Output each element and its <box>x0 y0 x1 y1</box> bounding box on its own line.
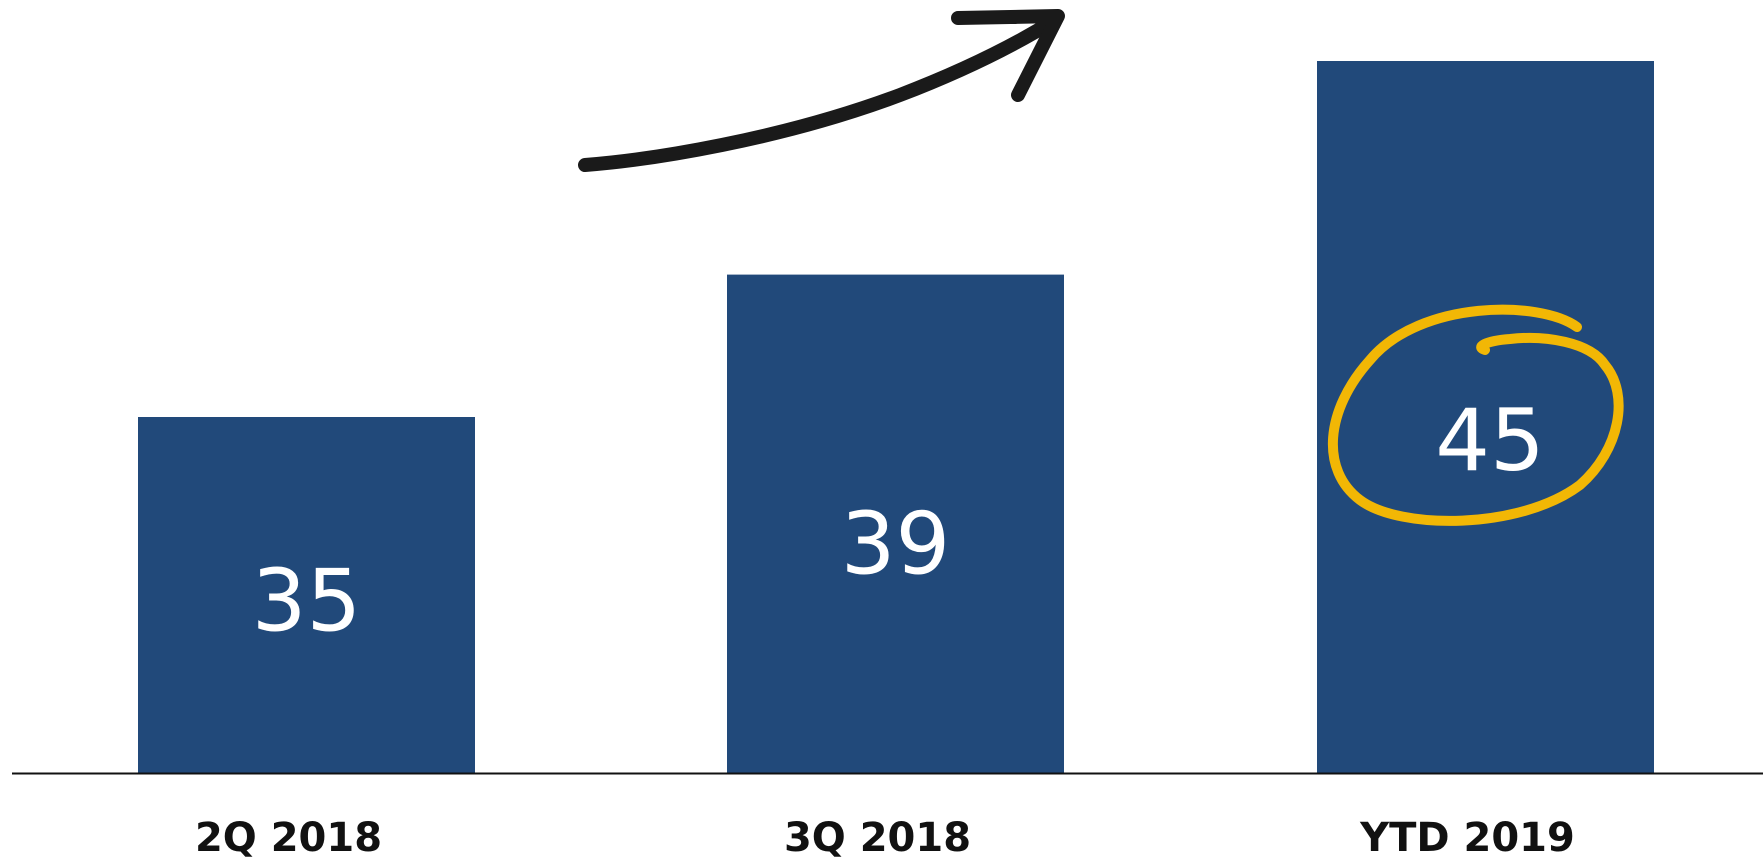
trend-arrow-icon <box>578 13 1062 172</box>
bar-value-label-2: 45 <box>1435 391 1544 491</box>
x-tick-label-1: 3Q 2018 <box>784 815 971 861</box>
trend-arrow-head-icon <box>951 9 1065 102</box>
bar-value-label-1: 39 <box>841 495 950 595</box>
bars-group <box>138 61 1654 773</box>
bar-value-label-0: 35 <box>252 552 361 652</box>
bar-0 <box>138 417 475 773</box>
x-tick-label-2: YTD 2019 <box>1359 815 1575 861</box>
bar-1 <box>727 274 1064 773</box>
bar-2 <box>1317 61 1654 773</box>
value-labels-group: 35 39 45 <box>252 391 1545 652</box>
x-tick-label-0: 2Q 2018 <box>195 815 382 861</box>
highlight-circle-icon <box>1327 304 1624 526</box>
tick-labels-group: 2Q 2018 3Q 2018 YTD 2019 <box>195 815 1575 861</box>
